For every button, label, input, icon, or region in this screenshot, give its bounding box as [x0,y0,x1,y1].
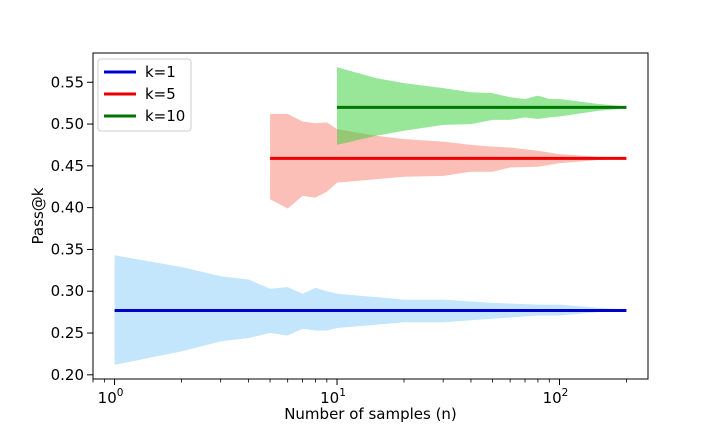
y-tick-label: 0.50 [51,115,84,133]
legend-label: k=10 [145,107,185,125]
legend-label: k=1 [145,63,176,81]
y-axis-ticks: 0.20 0.25 0.30 0.35 0.40 0.45 0.50 0.55 [51,73,93,384]
y-tick-label: 0.40 [51,199,84,217]
x-axis-ticks: 100 101 102 [92,379,627,407]
legend-box [97,58,192,132]
x-axis-label: Number of samples (n) [284,405,457,423]
x-tick-label: 100 [98,387,124,407]
legend: k=1 k=5 k=10 [97,58,192,132]
x-tick-label: 102 [543,387,569,407]
y-axis-label: Pass@k [29,187,47,244]
y-tick-label: 0.30 [51,282,84,300]
band-k-5 [270,114,627,209]
y-tick-label: 0.25 [51,324,84,342]
y-tick-label: 0.55 [51,73,84,91]
mean-lines [114,105,627,312]
y-tick-label: 0.20 [51,366,84,384]
x-tick-label: 101 [320,387,346,407]
legend-label: k=5 [145,85,176,103]
y-tick-label: 0.45 [51,157,84,175]
plot-frame [92,52,649,380]
y-tick-label: 0.35 [51,240,84,258]
